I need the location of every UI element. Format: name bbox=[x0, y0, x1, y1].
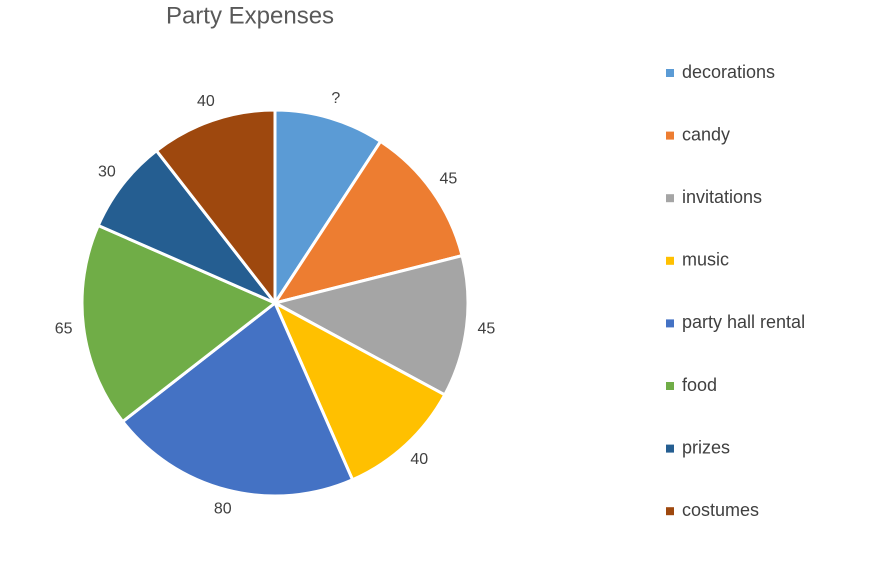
pie-slice bbox=[154, 108, 277, 308]
legend-label: food bbox=[682, 375, 717, 395]
legend-swatch bbox=[666, 507, 674, 516]
pie-slice bbox=[270, 253, 470, 397]
pie-slice bbox=[120, 300, 355, 498]
data-label: 40 bbox=[197, 93, 215, 110]
legend-label: invitations bbox=[682, 187, 762, 207]
legend-label: costumes bbox=[682, 500, 759, 520]
legend-label: party hall rental bbox=[682, 312, 805, 332]
data-label: 65 bbox=[55, 321, 73, 338]
legend-swatch bbox=[666, 319, 674, 328]
pie-slice bbox=[80, 223, 278, 424]
pie-slice bbox=[273, 108, 383, 309]
data-label: 45 bbox=[477, 321, 495, 338]
data-label: 30 bbox=[98, 163, 116, 180]
data-label: ? bbox=[331, 90, 340, 107]
data-label: 45 bbox=[439, 170, 457, 187]
legend-swatch bbox=[666, 131, 674, 140]
legend-swatch bbox=[666, 382, 674, 390]
legend-swatch bbox=[666, 194, 674, 203]
chart-title: Party Expenses bbox=[166, 2, 334, 29]
legend-swatch bbox=[666, 256, 674, 265]
legend-label: prizes bbox=[682, 437, 730, 457]
legend-swatch bbox=[666, 444, 674, 453]
legend-label: music bbox=[682, 250, 729, 270]
pie-slice bbox=[96, 148, 277, 305]
data-label: 40 bbox=[410, 451, 428, 468]
pie-slice bbox=[271, 299, 447, 482]
legend-label: decorations bbox=[682, 62, 775, 82]
legend-swatch bbox=[666, 69, 674, 77]
data-label: 80 bbox=[214, 501, 232, 518]
legend-label: candy bbox=[682, 124, 730, 144]
pie-slice bbox=[271, 139, 464, 306]
